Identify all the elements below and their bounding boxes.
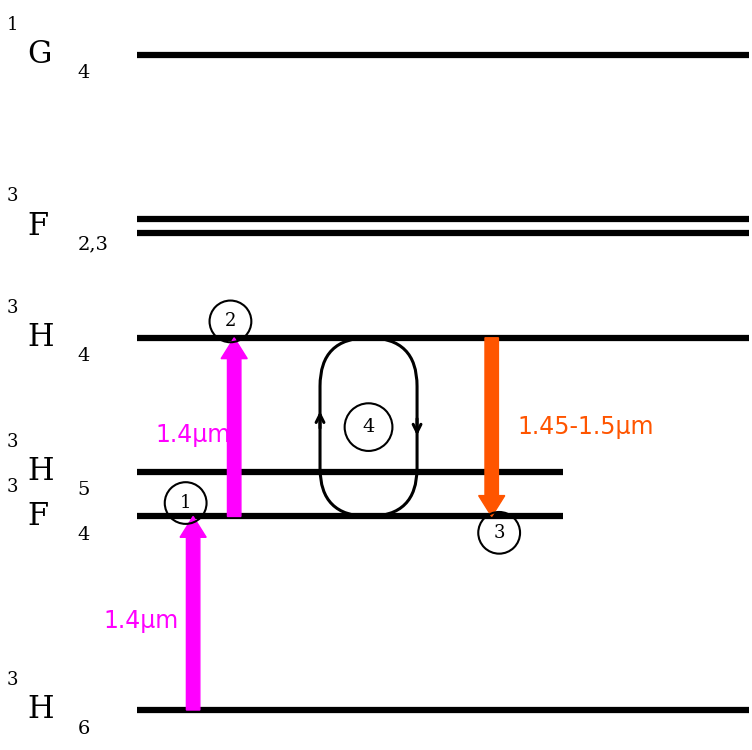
Text: 1: 1 [180, 494, 192, 512]
Text: 3: 3 [7, 671, 18, 689]
Text: H: H [27, 322, 54, 353]
FancyArrow shape [180, 517, 206, 710]
Text: 3: 3 [7, 478, 18, 496]
Text: F: F [27, 211, 49, 242]
FancyArrow shape [221, 338, 247, 517]
Text: H: H [27, 456, 54, 488]
FancyArrow shape [478, 338, 505, 517]
Text: 5: 5 [77, 482, 89, 500]
Text: 3: 3 [493, 524, 505, 542]
Text: F: F [27, 501, 49, 532]
Text: 4: 4 [77, 64, 89, 82]
Text: 2: 2 [225, 313, 236, 331]
Text: 3: 3 [7, 299, 18, 317]
Text: 1.4μm: 1.4μm [103, 609, 178, 633]
Text: 4: 4 [77, 347, 89, 365]
Text: H: H [27, 694, 54, 725]
Text: G: G [27, 40, 52, 70]
Text: 3: 3 [7, 188, 18, 206]
Text: 1.45-1.5μm: 1.45-1.5μm [518, 415, 654, 439]
Text: 2,3: 2,3 [77, 236, 108, 254]
Text: 1: 1 [7, 16, 18, 34]
Text: 1.4μm: 1.4μm [156, 422, 231, 446]
Text: 4: 4 [362, 418, 374, 436]
Text: 4: 4 [77, 526, 89, 544]
Text: 3: 3 [7, 433, 18, 451]
Text: 6: 6 [77, 719, 89, 737]
